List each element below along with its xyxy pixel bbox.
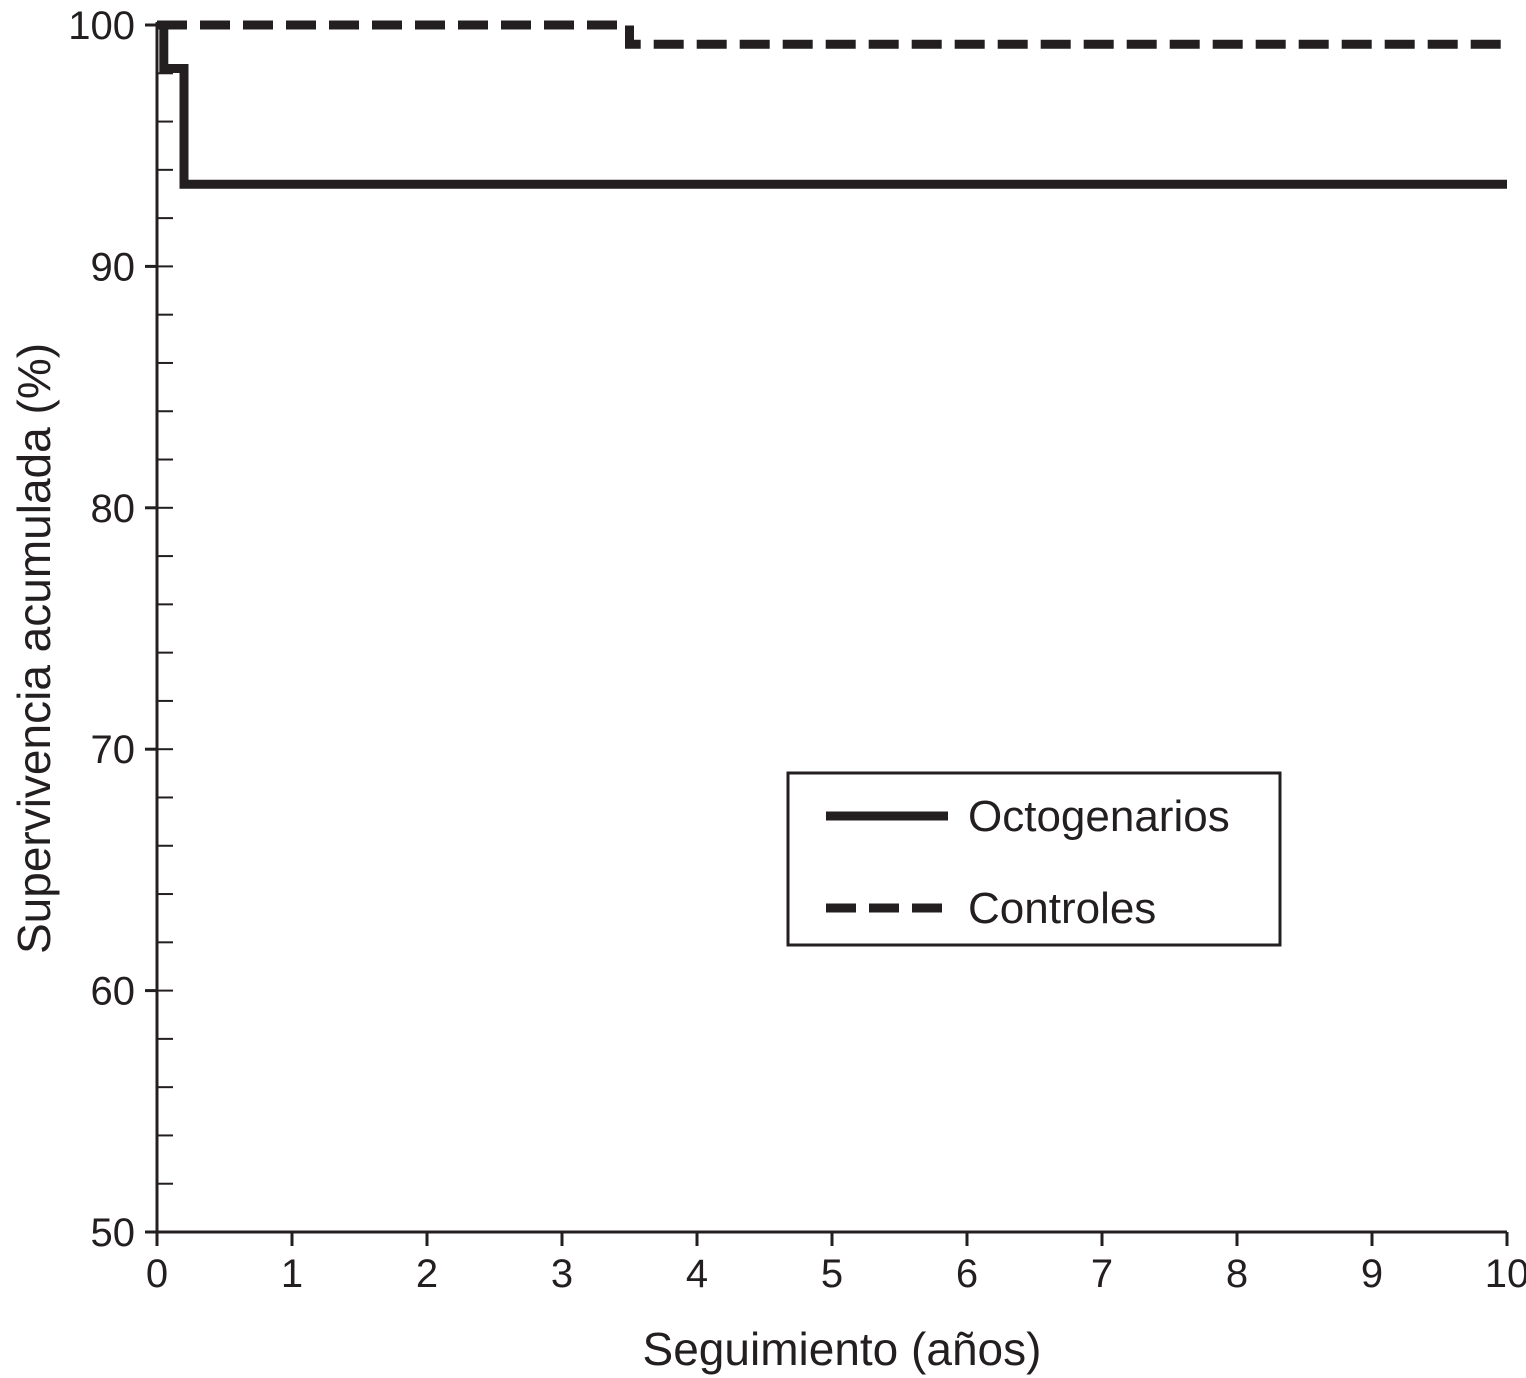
x-tick-label: 4 [686, 1252, 708, 1296]
legend-label: Octogenarios [968, 792, 1230, 841]
x-tick-label: 1 [281, 1252, 303, 1296]
x-tick-label: 5 [821, 1252, 843, 1296]
y-axis-title: Supervivencia acumulada (%) [8, 343, 60, 954]
legend-label: Controles [968, 884, 1156, 933]
x-tick-label: 9 [1361, 1252, 1383, 1296]
y-ticks: 50 60 70 80 90 100 [68, 4, 173, 1255]
x-tick-label: 3 [551, 1252, 573, 1296]
legend: Octogenarios Controles [786, 771, 1282, 947]
x-tick-label: 8 [1226, 1252, 1248, 1296]
axes [155, 22, 1507, 1234]
series-lines [157, 20, 1507, 189]
y-tick-label: 70 [91, 728, 136, 772]
y-tick-label: 50 [91, 1211, 136, 1255]
legend-box [786, 771, 1282, 947]
x-ticks: 0 1 2 3 4 5 6 7 8 9 10 [146, 1232, 1526, 1296]
series-line-octogenarios [157, 20, 1507, 189]
x-axis-title: Seguimiento (años) [643, 1323, 1042, 1375]
x-tick-label: 10 [1485, 1252, 1526, 1296]
x-tick-label: 2 [416, 1252, 438, 1296]
y-tick-label: 90 [91, 245, 136, 289]
x-tick-label: 0 [146, 1252, 168, 1296]
y-tick-label: 80 [91, 487, 136, 531]
y-tick-label: 100 [68, 4, 135, 48]
x-tick-label: 6 [956, 1252, 978, 1296]
y-tick-label: 60 [91, 970, 136, 1014]
series-line-controles [157, 20, 1507, 49]
x-tick-label: 7 [1091, 1252, 1113, 1296]
